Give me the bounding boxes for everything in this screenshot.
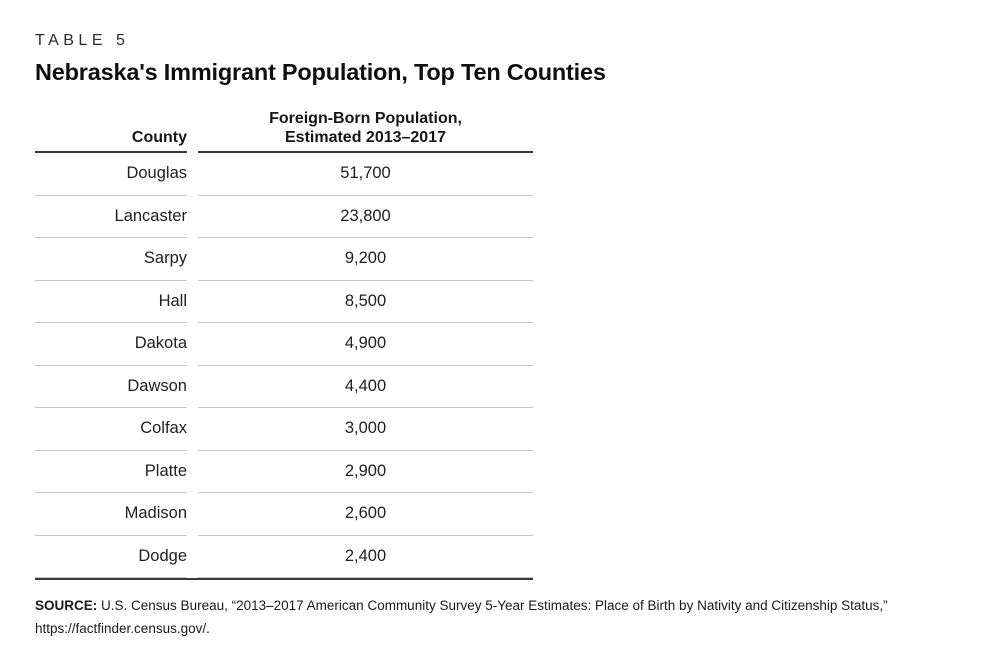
source-url: https://factfinder.census.gov/. <box>35 620 210 636</box>
population-cell: 51,700 <box>198 153 533 196</box>
table-row: Dakota 4,900 <box>35 323 533 366</box>
table-row: Dawson 4,400 <box>35 366 533 408</box>
population-cell: 2,600 <box>198 493 533 536</box>
source-text: U.S. Census Bureau, “2013–2017 American … <box>101 598 888 613</box>
population-cell: 9,200 <box>198 238 533 281</box>
county-cell: Lancaster <box>35 196 187 238</box>
table-row: Lancaster 23,800 <box>35 196 533 238</box>
table-row: Colfax 3,000 <box>35 408 533 451</box>
population-cell: 4,400 <box>198 366 533 408</box>
table-row: Douglas 51,700 <box>35 153 533 196</box>
column-header-county: County <box>35 109 187 153</box>
county-cell: Colfax <box>35 408 187 451</box>
table-label: TABLE 5 <box>35 32 130 49</box>
table-row: Sarpy 9,200 <box>35 238 533 281</box>
county-cell: Douglas <box>35 153 187 196</box>
population-cell: 8,500 <box>198 281 533 323</box>
column-header-population: Foreign-Born Population, Estimated 2013–… <box>198 109 533 153</box>
table-row: Madison 2,600 <box>35 493 533 536</box>
county-cell: Platte <box>35 451 187 493</box>
county-cell: Hall <box>35 281 187 323</box>
population-cell: 4,900 <box>198 323 533 366</box>
data-table: County Foreign-Born Population, Estimate… <box>35 109 533 580</box>
table-row: Platte 2,900 <box>35 451 533 493</box>
county-cell: Sarpy <box>35 238 187 281</box>
population-cell: 3,000 <box>198 408 533 451</box>
population-cell: 2,900 <box>198 451 533 493</box>
source-label: SOURCE: <box>35 598 98 613</box>
table-header-row: County Foreign-Born Population, Estimate… <box>35 109 533 153</box>
table-row: Hall 8,500 <box>35 281 533 323</box>
county-cell: Dawson <box>35 366 187 408</box>
table-bottom-rule <box>35 578 533 580</box>
county-cell: Dakota <box>35 323 187 366</box>
county-cell: Madison <box>35 493 187 536</box>
population-cell: 23,800 <box>198 196 533 238</box>
column-header-population-line2: Estimated 2013–2017 <box>285 129 446 146</box>
column-header-population-line1: Foreign-Born Population, <box>269 110 462 127</box>
source-note: SOURCE: U.S. Census Bureau, “2013–2017 A… <box>35 595 955 640</box>
population-cell: 2,400 <box>198 536 533 578</box>
table-row: Dodge 2,400 <box>35 536 533 578</box>
document-page: TABLE 5 Nebraska's Immigrant Population,… <box>35 32 955 640</box>
table-title: Nebraska's Immigrant Population, Top Ten… <box>35 59 606 85</box>
county-cell: Dodge <box>35 536 187 578</box>
